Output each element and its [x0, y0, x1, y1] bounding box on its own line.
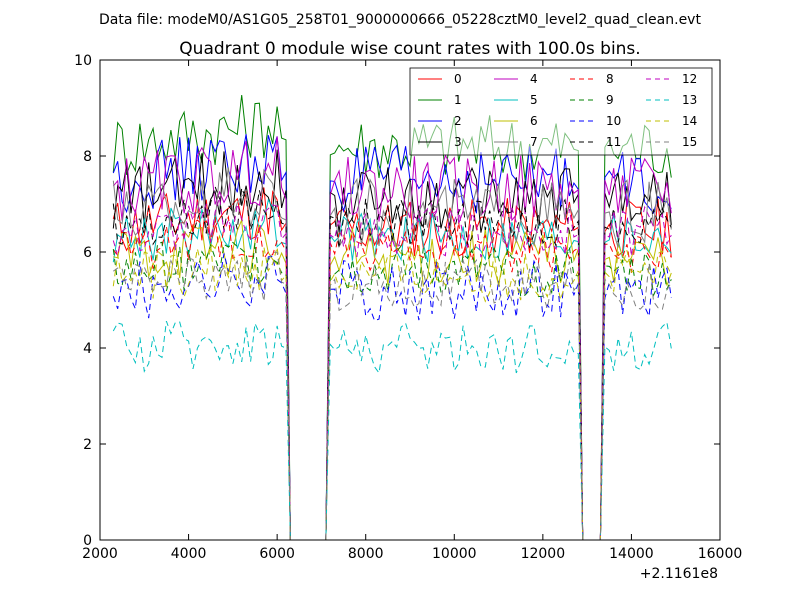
legend-label-11: 11	[606, 135, 621, 149]
legend-label-2: 2	[454, 114, 462, 128]
legend-label-3: 3	[454, 135, 462, 149]
series-line-11	[112, 185, 672, 541]
legend-label-6: 6	[530, 114, 538, 128]
figure-suptitle: Data file: modeM0/AS1G05_258T01_90000006…	[99, 12, 701, 28]
x-tick-label: 6000	[259, 546, 295, 562]
legend-label-15: 15	[682, 135, 697, 149]
x-tick-label: 16000	[698, 546, 743, 562]
series-line-14	[112, 245, 672, 541]
legend-label-14: 14	[682, 114, 697, 128]
legend-label-5: 5	[530, 93, 538, 107]
x-tick-label: 12000	[521, 546, 566, 562]
y-tick-label: 0	[83, 533, 92, 549]
series-line-15	[113, 251, 672, 541]
y-tick-label: 8	[83, 149, 92, 165]
x-tick-label: 14000	[609, 546, 654, 562]
legend-label-1: 1	[454, 93, 462, 107]
legend-label-10: 10	[606, 114, 621, 128]
legend-label-0: 0	[454, 72, 462, 86]
x-offset-label: +2.1161e8	[640, 566, 718, 582]
x-tick-label: 4000	[171, 546, 207, 562]
y-tick-label: 2	[83, 437, 92, 453]
x-tick-label: 2000	[82, 546, 118, 562]
plot-frame	[99, 59, 721, 541]
chart-title: Quadrant 0 module wise count rates with …	[179, 39, 640, 59]
series-line-8	[112, 215, 672, 541]
legend-label-8: 8	[606, 72, 614, 86]
y-tick-label: 10	[74, 53, 92, 69]
legend-box	[409, 67, 713, 156]
series-line-13	[112, 321, 672, 541]
series-line-12	[112, 197, 672, 541]
legend-label-13: 13	[682, 93, 697, 107]
plot-lines	[112, 95, 672, 541]
x-tick-label: 8000	[348, 546, 384, 562]
legend-label-7: 7	[530, 135, 538, 149]
y-tick-label: 6	[83, 245, 92, 261]
x-tick-label: 10000	[432, 546, 477, 562]
x-axis: 2000 4000 6000 8000 10000 12000 14000 16000	[82, 60, 742, 562]
series-line-4	[112, 136, 672, 541]
y-tick-label: 4	[83, 341, 92, 357]
legend-label-4: 4	[530, 72, 538, 86]
legend-label-12: 12	[682, 72, 697, 86]
legend-label-9: 9	[606, 93, 614, 107]
